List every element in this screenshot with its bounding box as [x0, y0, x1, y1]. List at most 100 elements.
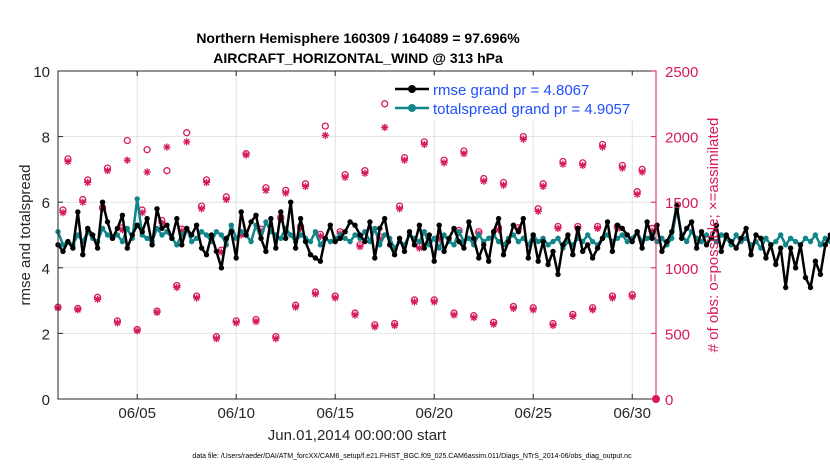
rmse-point	[550, 248, 556, 255]
rmse-point	[382, 215, 388, 222]
rmse-point	[327, 222, 333, 228]
totalspread-point	[773, 238, 779, 245]
rmse-point	[213, 248, 220, 255]
totalspread-point	[703, 232, 710, 238]
rmse-point	[406, 229, 413, 235]
totalspread-point	[787, 235, 794, 241]
totalspread-point	[307, 238, 314, 245]
rmse-point	[604, 219, 611, 225]
rmse-point	[159, 225, 165, 232]
rmse-point	[773, 261, 779, 268]
rmse-point	[718, 248, 724, 255]
totalspread-point	[545, 242, 551, 248]
x-tick-label: 06/25	[514, 405, 552, 422]
obs-possible-marker	[381, 100, 389, 108]
rmse-point	[802, 274, 809, 281]
rmse-point	[624, 232, 630, 238]
y-tick-label-left: 4	[42, 261, 50, 278]
rmse-point	[461, 245, 467, 251]
rmse-point	[99, 199, 106, 205]
totalspread-point	[134, 196, 140, 202]
totalspread-point	[778, 232, 784, 238]
y-tick-label-left: 8	[42, 130, 50, 147]
rmse-point	[580, 248, 586, 255]
obs-assimilated-marker	[183, 138, 191, 146]
obs-assimilated-marker	[430, 298, 438, 306]
obs-assimilated-marker	[202, 178, 211, 187]
totalspread-point	[802, 235, 809, 241]
obs-assimilated-marker	[395, 205, 404, 213]
chart-title-line-2: AIRCRAFT_HORIZONTAL_WIND @ 313 hPa	[213, 50, 503, 66]
rmse-point	[357, 232, 363, 238]
totalspread-point	[189, 238, 195, 245]
obs-assimilated-marker	[435, 235, 443, 243]
totalspread-point	[352, 232, 358, 238]
rmse-point	[174, 215, 180, 222]
y-tick-label-right: 0	[665, 392, 673, 409]
obs-assimilated-marker	[178, 227, 186, 235]
rmse-point	[288, 199, 294, 205]
rmse-point	[466, 219, 472, 225]
totalspread-point	[466, 235, 472, 241]
totalspread-point	[372, 225, 378, 232]
rmse-point	[481, 242, 487, 248]
obs-assimilated-marker	[356, 243, 364, 251]
rmse-point	[114, 225, 121, 232]
obs-assimilated-marker	[262, 186, 270, 194]
totalspread-point	[555, 235, 561, 241]
totalspread-point	[441, 232, 447, 238]
rmse-point	[193, 222, 200, 228]
legend-box	[390, 75, 654, 121]
obs-assimilated-marker	[539, 182, 547, 191]
rmse-point	[431, 258, 437, 264]
totalspread-point	[718, 232, 724, 238]
rmse-point	[75, 209, 81, 215]
rmse-point	[372, 255, 378, 261]
rmse-point	[223, 235, 229, 241]
totalspread-point	[124, 225, 130, 232]
obs-assimilated-marker	[94, 295, 102, 303]
obs-assimilated-marker	[420, 140, 428, 149]
rmse-point	[570, 252, 576, 258]
rmse-point	[738, 235, 744, 241]
rmse-point	[396, 235, 403, 241]
totalspread-point	[817, 242, 824, 248]
obs-assimilated-marker	[321, 131, 329, 139]
obs-assimilated-marker	[519, 135, 527, 143]
totalspread-point	[278, 235, 284, 241]
obs-assimilated-marker	[84, 178, 92, 187]
rmse-point	[614, 222, 621, 228]
y-tick-label-right: 1500	[665, 195, 698, 212]
y-axis-label-right: # of obs: o=possible; ×=assimilated	[705, 118, 722, 353]
rmse-point	[510, 222, 517, 228]
obs-possible-marker	[321, 122, 329, 130]
rmse-point	[490, 229, 497, 235]
rmse-point	[218, 265, 225, 271]
obs-assimilated-marker	[237, 231, 245, 239]
obs-assimilated-marker	[197, 205, 206, 213]
rmse-point	[258, 235, 264, 241]
x-axis-label: Jun.01,2014 00:00:00 start	[268, 427, 447, 444]
obs-assimilated-marker	[311, 290, 320, 298]
rmse-point	[639, 245, 645, 251]
totalspread-point	[263, 219, 269, 225]
rmse-point	[797, 242, 804, 248]
rmse-point	[703, 242, 710, 248]
obs-assimilated-marker	[163, 143, 171, 151]
rmse-point	[302, 238, 309, 245]
totalspread-point	[684, 238, 690, 245]
rmse-point	[565, 232, 571, 238]
totalspread-point	[203, 232, 210, 238]
rmse-point	[391, 252, 398, 258]
obs-assimilated-marker	[64, 157, 72, 166]
rmse-point	[362, 238, 368, 245]
rmse-point	[65, 238, 71, 245]
rmse-point	[599, 235, 606, 241]
rmse-point	[787, 245, 794, 251]
totalspread-point	[416, 238, 423, 245]
obs-assimilated-marker	[480, 177, 488, 185]
totalspread-point	[144, 235, 150, 241]
rmse-point	[540, 238, 546, 245]
